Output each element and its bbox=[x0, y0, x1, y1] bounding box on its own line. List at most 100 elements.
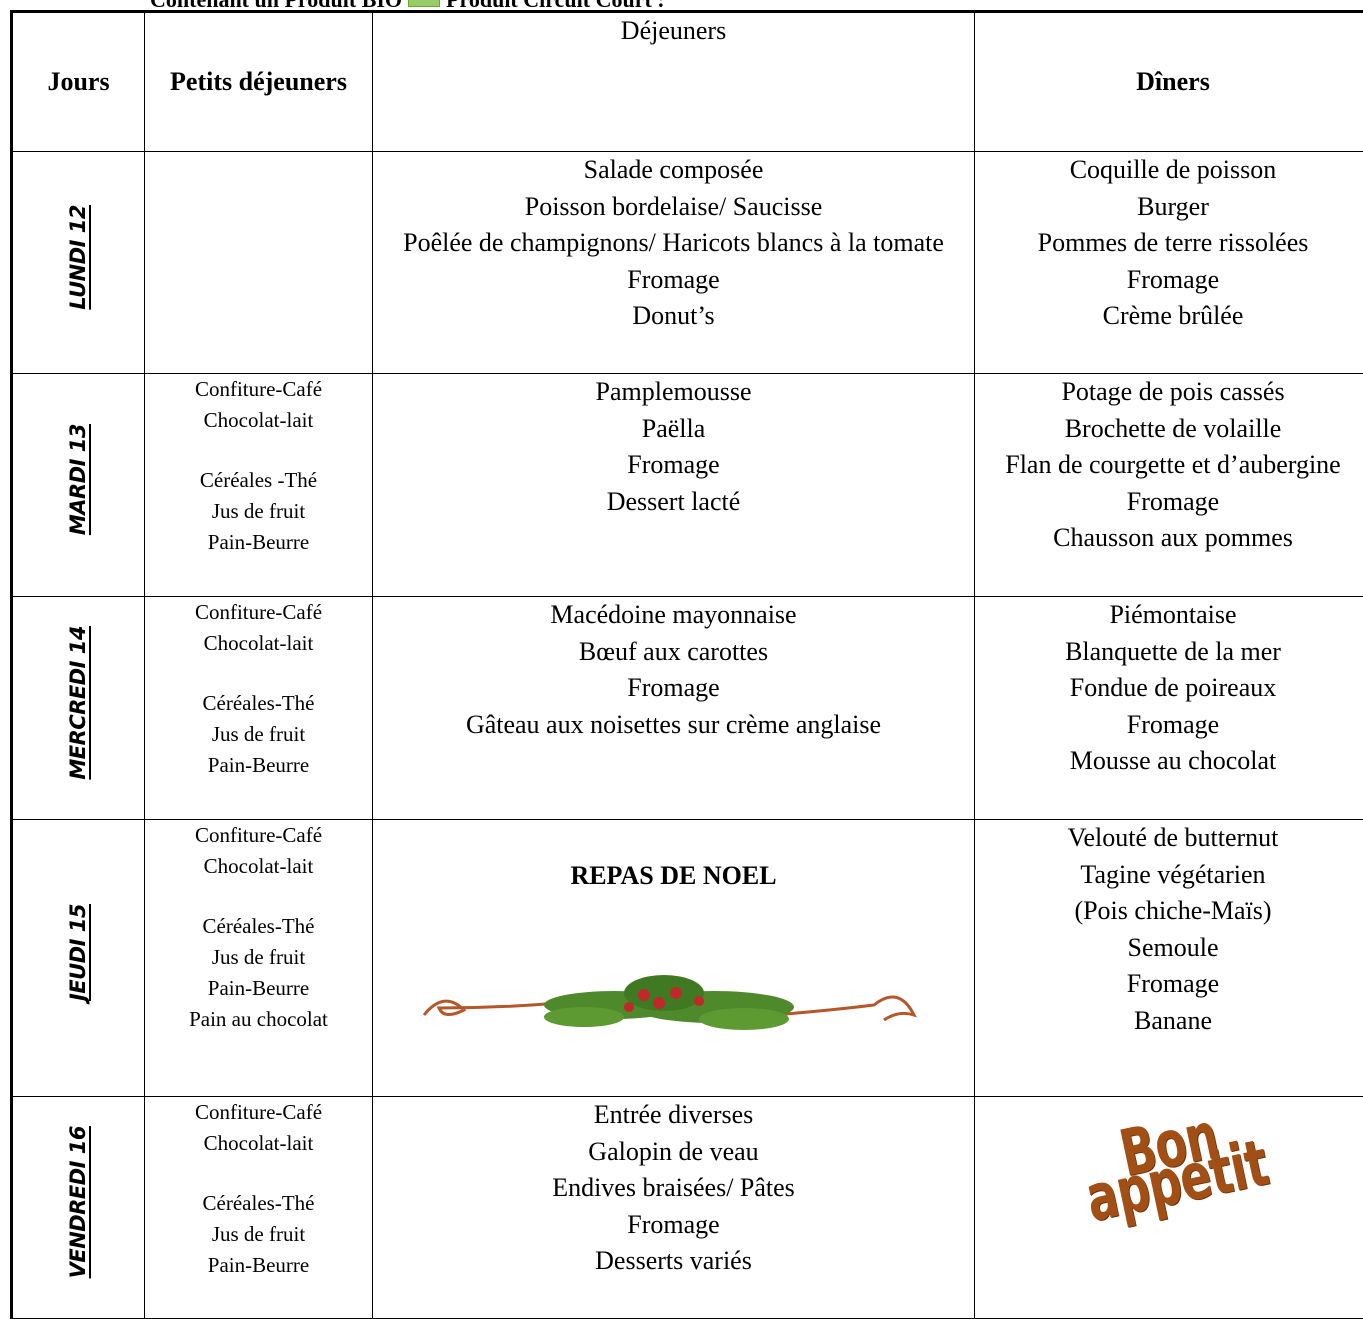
lunch-title: REPAS DE NOEL bbox=[373, 858, 974, 895]
lunch-item: Poêlée de champignons/ Haricots blancs à… bbox=[373, 225, 974, 262]
dinner-item: Velouté de butternut bbox=[975, 820, 1363, 857]
lunch-cell: REPAS DE NOEL bbox=[373, 820, 975, 1097]
dinner-item: Chausson aux pommes bbox=[975, 520, 1363, 557]
lunch-item: Bœuf aux carottes bbox=[373, 634, 974, 671]
lunch-item: Pamplemousse bbox=[373, 374, 974, 411]
breakfast-item: Jus de fruit bbox=[145, 942, 372, 973]
breakfast-item: Pain au chocolat bbox=[145, 1004, 372, 1035]
header-row: Jours Petits déjeuners Déjeuners Dîners bbox=[12, 12, 1363, 152]
col-header: Déjeuners bbox=[373, 12, 975, 152]
breakfast-item: Confiture-Café bbox=[145, 1097, 372, 1128]
dinner-item: Brochette de volaille bbox=[975, 411, 1363, 448]
dinner-item: Fondue de poireaux bbox=[975, 670, 1363, 707]
breakfast-item: Pain-Beurre bbox=[145, 527, 372, 558]
day-cell: MARDI 13 bbox=[12, 374, 145, 597]
dinner-item: Crème brûlée bbox=[975, 298, 1363, 335]
col-header: Dîners bbox=[975, 12, 1363, 152]
breakfast-item: Céréales -Thé bbox=[145, 465, 372, 496]
col-header: Jours bbox=[12, 12, 145, 152]
dinner-item: Piémontaise bbox=[975, 597, 1363, 634]
breakfast-item: Chocolat-lait bbox=[145, 405, 372, 436]
breakfast-cell bbox=[145, 152, 373, 374]
breakfast-item: Jus de fruit bbox=[145, 719, 372, 750]
dinner-item: (Pois chiche-Maïs) bbox=[975, 893, 1363, 930]
dinner-item: Pommes de terre rissolées bbox=[975, 225, 1363, 262]
dinner-item: Banane bbox=[975, 1003, 1363, 1040]
lunch-item: Fromage bbox=[373, 1207, 974, 1244]
day-cell: VENDREDI 16 bbox=[12, 1097, 145, 1319]
dinner-item: Potage de pois cassés bbox=[975, 374, 1363, 411]
lunch-item: Endives braisées/ Pâtes bbox=[373, 1170, 974, 1207]
lunch-item: Poisson bordelaise/ Saucisse bbox=[373, 189, 974, 226]
lunch-item: Salade composée bbox=[373, 152, 974, 189]
day-label: VENDREDI 16 bbox=[60, 1126, 97, 1278]
day-cell: MERCREDI 14 bbox=[12, 597, 145, 820]
dinner-item: Mousse au chocolat bbox=[975, 743, 1363, 780]
breakfast-item: Confiture-Café bbox=[145, 597, 372, 628]
breakfast-item: Chocolat-lait bbox=[145, 851, 372, 882]
day-label: MERCREDI 14 bbox=[60, 626, 97, 780]
holly bbox=[414, 945, 934, 1065]
dinner-item: Coquille de poisson bbox=[975, 152, 1363, 189]
lunch-item: Fromage bbox=[373, 670, 974, 707]
breakfast-item: Confiture-Café bbox=[145, 374, 372, 405]
breakfast-item: Jus de fruit bbox=[145, 496, 372, 527]
breakfast-item: Jus de fruit bbox=[145, 1219, 372, 1250]
day-label: JEUDI 15 bbox=[60, 904, 97, 1001]
dinner-item: Flan de courgette et d’aubergine bbox=[975, 447, 1363, 484]
lunch-item: Fromage bbox=[373, 262, 974, 299]
day-cell: LUNDI 12 bbox=[12, 152, 145, 374]
lunch-item: Donut’s bbox=[373, 298, 974, 335]
lunch-item: Entrée diverses bbox=[373, 1097, 974, 1134]
breakfast-item: Céréales-Thé bbox=[145, 688, 372, 719]
holly-decoration bbox=[373, 945, 974, 1076]
lunch-item: Fromage bbox=[373, 447, 974, 484]
lunch-item: Desserts variés bbox=[373, 1243, 974, 1280]
col-header: Petits déjeuners bbox=[145, 12, 373, 152]
bio-swatch bbox=[408, 0, 440, 7]
dinner-item: Blanquette de la mer bbox=[975, 634, 1363, 671]
menu-table: Jours Petits déjeuners Déjeuners Dîners … bbox=[10, 10, 1363, 1319]
lunch-item: Gâteau aux noisettes sur crème anglaise bbox=[373, 707, 974, 744]
dinner-item: Tagine végétarien bbox=[975, 857, 1363, 894]
dinner-item: Fromage bbox=[975, 966, 1363, 1003]
breakfast-item: Pain-Beurre bbox=[145, 1250, 372, 1281]
breakfast-item: Confiture-Café bbox=[145, 820, 372, 851]
breakfast-item: Céréales-Thé bbox=[145, 1188, 372, 1219]
day-label: MARDI 13 bbox=[60, 424, 97, 535]
lunch-item: Dessert lacté bbox=[373, 484, 974, 521]
breakfast-item: Chocolat-lait bbox=[145, 1128, 372, 1159]
bon-appetit: Bon appetit bbox=[1026, 1098, 1320, 1229]
breakfast-item: Chocolat-lait bbox=[145, 628, 372, 659]
lunch-item: Galopin de veau bbox=[373, 1134, 974, 1171]
lunch-item: Paëlla bbox=[373, 411, 974, 448]
dinner-cell: Bon appetit bbox=[975, 1097, 1363, 1319]
breakfast-item: Pain-Beurre bbox=[145, 750, 372, 781]
dinner-item: Burger bbox=[975, 189, 1363, 226]
dinner-item: Fromage bbox=[975, 484, 1363, 521]
breakfast-item: Pain-Beurre bbox=[145, 973, 372, 1004]
breakfast-item: Céréales-Thé bbox=[145, 911, 372, 942]
dinner-item: Fromage bbox=[975, 707, 1363, 744]
day-label: LUNDI 12 bbox=[60, 205, 97, 310]
dinner-item: Semoule bbox=[975, 930, 1363, 967]
dinner-item: Fromage bbox=[975, 262, 1363, 299]
lunch-item: Macédoine mayonnaise bbox=[373, 597, 974, 634]
